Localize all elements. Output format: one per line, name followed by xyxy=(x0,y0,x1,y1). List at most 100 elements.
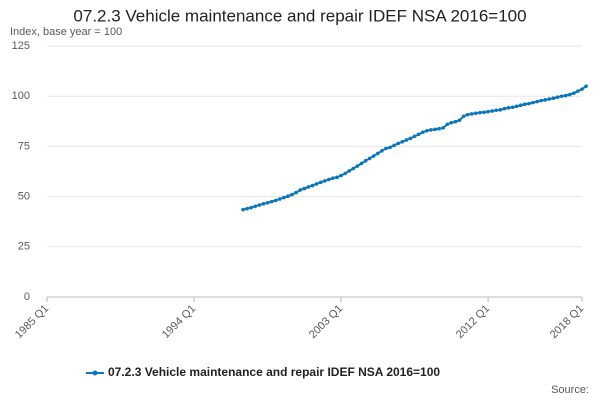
point xyxy=(257,203,262,207)
point xyxy=(265,201,270,205)
point xyxy=(302,186,307,191)
y-tick-label: 25 xyxy=(18,241,30,253)
point xyxy=(253,204,258,209)
point xyxy=(555,95,560,100)
point xyxy=(567,92,572,97)
x-tick-label: 2018 Q1 xyxy=(548,303,586,341)
point xyxy=(449,120,454,125)
legend-marker xyxy=(92,370,98,376)
point xyxy=(384,146,388,151)
point xyxy=(318,180,323,185)
point xyxy=(367,156,372,161)
point xyxy=(282,195,286,200)
point xyxy=(286,194,290,198)
point xyxy=(469,112,474,116)
point xyxy=(559,94,564,98)
y-tick-label: 75 xyxy=(18,140,30,152)
point xyxy=(290,192,294,197)
point xyxy=(490,109,494,113)
point xyxy=(376,151,380,156)
source: Source: xyxy=(551,384,589,396)
x-tick-label: 2003 Q1 xyxy=(307,303,345,341)
point xyxy=(527,101,531,106)
y-tick-label: 0 xyxy=(24,291,30,303)
point xyxy=(437,126,441,131)
chart-title: 07.2.3 Vehicle maintenance and repair ID… xyxy=(73,6,526,25)
point xyxy=(514,104,519,109)
point xyxy=(388,145,392,150)
point xyxy=(482,110,486,115)
point xyxy=(425,128,429,133)
point xyxy=(551,96,556,101)
point xyxy=(535,99,539,104)
point xyxy=(563,93,568,98)
point xyxy=(363,159,368,163)
point xyxy=(322,179,327,183)
point xyxy=(392,143,396,148)
point xyxy=(277,197,282,201)
point xyxy=(441,126,445,130)
point xyxy=(502,106,507,111)
point xyxy=(314,182,319,186)
point xyxy=(245,206,249,211)
point xyxy=(298,188,303,192)
x-tick-label: 1985 Q1 xyxy=(13,303,51,341)
y-tick-label: 100 xyxy=(12,90,30,102)
point xyxy=(359,161,364,166)
point xyxy=(249,205,253,210)
point xyxy=(355,164,360,168)
point xyxy=(531,100,535,105)
legend-label: 07.2.3 Vehicle maintenance and repair ID… xyxy=(108,365,440,379)
point xyxy=(273,198,278,203)
point xyxy=(576,89,580,93)
y-axis-title: Index, base year = 100 xyxy=(10,26,122,38)
point xyxy=(572,91,576,95)
point xyxy=(461,114,466,119)
point xyxy=(429,128,433,132)
point xyxy=(494,108,499,113)
point xyxy=(457,118,462,123)
point xyxy=(584,84,588,88)
point xyxy=(347,169,352,173)
x-tick-label: 2012 Q1 xyxy=(454,303,492,341)
point xyxy=(465,112,470,117)
point xyxy=(269,199,274,204)
point xyxy=(506,106,511,110)
point xyxy=(241,207,245,212)
point xyxy=(510,105,515,110)
point xyxy=(371,154,376,158)
x-tick-label: 1994 Q1 xyxy=(160,303,198,341)
point xyxy=(306,185,311,189)
point xyxy=(453,119,458,124)
point xyxy=(343,171,347,176)
point xyxy=(420,130,425,135)
point xyxy=(335,175,339,180)
point xyxy=(339,173,343,178)
point xyxy=(351,166,356,171)
y-tick-label: 50 xyxy=(18,191,30,203)
point xyxy=(294,190,298,195)
point xyxy=(547,97,552,101)
point xyxy=(543,98,548,102)
point xyxy=(396,141,401,146)
point xyxy=(404,138,409,142)
point xyxy=(331,176,335,180)
point xyxy=(326,177,331,182)
point xyxy=(261,202,266,206)
point xyxy=(523,102,527,107)
point xyxy=(416,132,421,137)
point xyxy=(478,110,482,115)
point xyxy=(408,136,413,141)
y-tick-label: 125 xyxy=(12,40,30,52)
point xyxy=(310,183,315,188)
point xyxy=(486,109,490,114)
point xyxy=(518,103,523,108)
point xyxy=(412,134,417,139)
point xyxy=(474,111,478,116)
point xyxy=(498,108,503,112)
point xyxy=(400,139,405,144)
point xyxy=(445,122,450,127)
series-line xyxy=(242,85,587,211)
point xyxy=(433,127,437,132)
